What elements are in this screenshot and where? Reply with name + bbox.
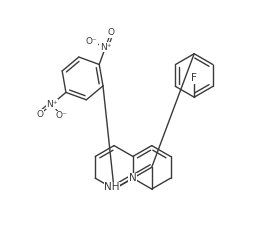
Text: O⁻: O⁻: [56, 111, 67, 120]
Text: F: F: [191, 73, 197, 83]
Text: N⁺: N⁺: [100, 43, 111, 52]
Text: O: O: [37, 110, 44, 119]
Text: NH: NH: [104, 182, 120, 192]
Text: O⁻: O⁻: [85, 37, 97, 46]
Text: N⁺: N⁺: [46, 100, 58, 109]
Text: N: N: [129, 173, 137, 183]
Text: O: O: [107, 28, 114, 37]
